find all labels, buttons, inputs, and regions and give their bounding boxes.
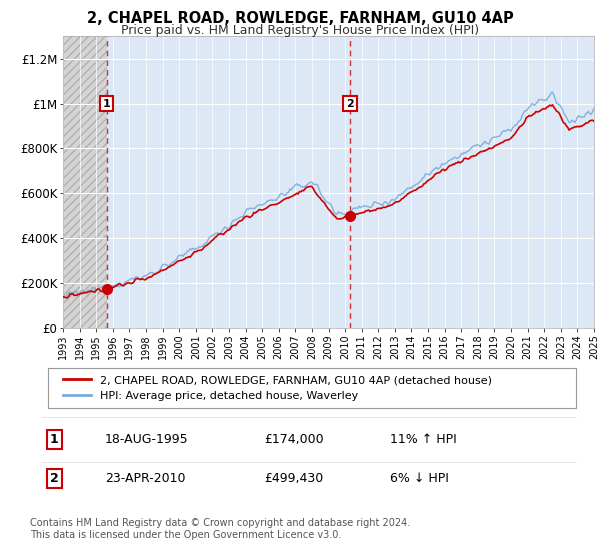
Text: 2: 2: [50, 472, 58, 486]
Text: 11% ↑ HPI: 11% ↑ HPI: [390, 433, 457, 446]
Text: 23-APR-2010: 23-APR-2010: [105, 472, 185, 486]
Text: 18-AUG-1995: 18-AUG-1995: [105, 433, 188, 446]
Text: Contains HM Land Registry data © Crown copyright and database right 2024.
This d: Contains HM Land Registry data © Crown c…: [30, 518, 410, 540]
Text: 1: 1: [50, 433, 58, 446]
Text: 6% ↓ HPI: 6% ↓ HPI: [390, 472, 449, 486]
Text: 2, CHAPEL ROAD, ROWLEDGE, FARNHAM, GU10 4AP: 2, CHAPEL ROAD, ROWLEDGE, FARNHAM, GU10 …: [86, 11, 514, 26]
Text: £174,000: £174,000: [264, 433, 323, 446]
Text: £499,430: £499,430: [264, 472, 323, 486]
Legend: 2, CHAPEL ROAD, ROWLEDGE, FARNHAM, GU10 4AP (detached house), HPI: Average price: 2, CHAPEL ROAD, ROWLEDGE, FARNHAM, GU10 …: [59, 371, 496, 405]
Text: Price paid vs. HM Land Registry's House Price Index (HPI): Price paid vs. HM Land Registry's House …: [121, 24, 479, 36]
Text: 2: 2: [346, 99, 354, 109]
Bar: [63, 36, 107, 328]
Text: 1: 1: [103, 99, 110, 109]
